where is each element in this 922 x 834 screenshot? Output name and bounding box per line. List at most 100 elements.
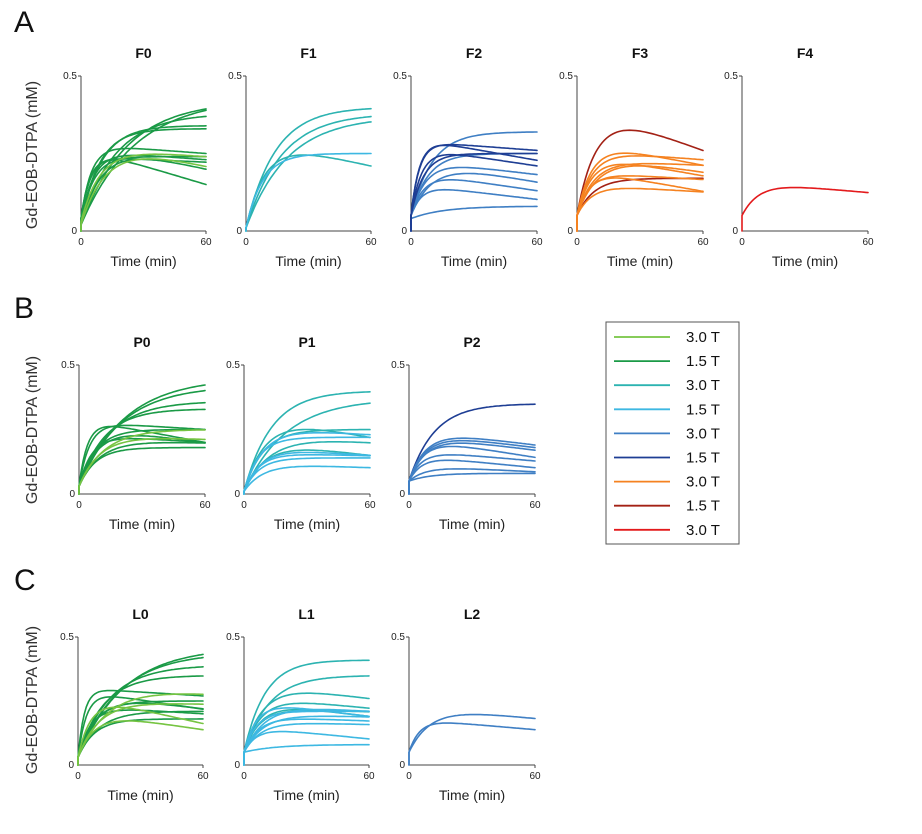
y-axis-label-row-b: Gd-EOB-DTPA (mM) bbox=[24, 356, 41, 504]
curve-f3-1 bbox=[576, 129, 704, 232]
x-tick-label: 0 bbox=[574, 237, 580, 248]
legend-label: 3.0 T bbox=[686, 329, 720, 346]
subplot-p0: P0 0 0.5 0 60 Time (min) bbox=[61, 334, 211, 532]
curve-f1-4 bbox=[245, 154, 372, 232]
x-tick-label: 0 bbox=[76, 500, 82, 511]
y-tick-label: 0 bbox=[71, 226, 77, 237]
x-tick-label: 60 bbox=[363, 771, 375, 782]
x-axis-label: Time (min) bbox=[441, 253, 507, 269]
curve-f3-8 bbox=[576, 187, 704, 232]
y-axis-label-row-c: Gd-EOB-DTPA (mM) bbox=[24, 626, 41, 774]
curve-f1-5 bbox=[245, 152, 372, 232]
curve-f4-1 bbox=[741, 186, 869, 232]
curve-f2-9 bbox=[410, 143, 538, 232]
x-tick-label: 60 bbox=[529, 500, 541, 511]
curve-p2-5 bbox=[408, 445, 536, 495]
curve-l1-3 bbox=[243, 692, 370, 766]
y-tick-label: 0.5 bbox=[226, 360, 240, 371]
x-tick-label: 60 bbox=[529, 771, 541, 782]
curve-f3-4 bbox=[576, 155, 704, 232]
subplot-title-l0: L0 bbox=[132, 606, 149, 622]
x-tick-label: 60 bbox=[697, 237, 709, 248]
curve-p2-7 bbox=[408, 459, 536, 495]
curve-f2-7 bbox=[410, 172, 538, 232]
curve-p1-10 bbox=[243, 457, 371, 495]
curve-p1-1 bbox=[243, 391, 371, 495]
curve-l1-11 bbox=[243, 730, 370, 766]
subplot-l2: L2 0 0.5 0 60 Time (min) bbox=[391, 606, 541, 803]
subplot-title-p2: P2 bbox=[463, 334, 480, 350]
curve-l2-1 bbox=[408, 713, 536, 766]
x-axis-label: Time (min) bbox=[274, 516, 340, 532]
subplot-title-f4: F4 bbox=[797, 45, 814, 61]
x-axis-label: Time (min) bbox=[275, 253, 341, 269]
subplot-title-f1: F1 bbox=[300, 45, 317, 61]
legend-entries: 3.0 T 1.5 T 3.0 T 1.5 T 3.0 T 1.5 T 3.0 T 1.5 T… bbox=[614, 329, 720, 539]
curve-p1-11 bbox=[243, 465, 371, 495]
curve-f0-2 bbox=[80, 108, 207, 232]
curve-f2-10 bbox=[410, 152, 538, 232]
curve-l0-14 bbox=[77, 720, 204, 766]
curve-p1-2 bbox=[243, 402, 371, 495]
subplot-f1: F1 0 0.5 0 60 Time (min) bbox=[228, 45, 377, 269]
subplot-f3: F3 0 0.5 0 60 Time (min) bbox=[559, 45, 709, 269]
curve-f0-7 bbox=[80, 147, 207, 232]
subplot-f2: F2 0 0.5 0 60 Time (min) bbox=[393, 45, 543, 269]
panel-letter-a: A bbox=[14, 6, 34, 39]
curve-f3-2 bbox=[576, 177, 704, 232]
x-axis-label: Time (min) bbox=[109, 516, 175, 532]
curve-p2-9 bbox=[408, 472, 536, 495]
curve-f3-10 bbox=[576, 165, 704, 232]
curve-f0-3 bbox=[80, 115, 207, 232]
curve-l1-10 bbox=[243, 722, 370, 766]
curve-p2-6 bbox=[408, 454, 536, 495]
curve-l0-12 bbox=[77, 706, 204, 766]
x-tick-label: 60 bbox=[531, 237, 543, 248]
y-tick-label: 0.5 bbox=[391, 632, 405, 643]
curve-f2-6 bbox=[410, 205, 538, 232]
y-tick-label: 0 bbox=[567, 226, 573, 237]
x-tick-label: 60 bbox=[200, 237, 212, 248]
curve-f2-4 bbox=[410, 179, 538, 232]
x-tick-label: 60 bbox=[364, 500, 376, 511]
curve-p2-2 bbox=[408, 437, 536, 495]
x-tick-label: 0 bbox=[75, 771, 81, 782]
y-tick-label: 0.5 bbox=[391, 360, 405, 371]
subplot-title-f3: F3 bbox=[632, 45, 649, 61]
subplot-l0: L0 0 0.5 0 60 Time (min) bbox=[60, 606, 209, 803]
curve-f3-3 bbox=[576, 152, 704, 232]
curve-f2-5 bbox=[410, 188, 538, 232]
y-axis-label-row-a: Gd-EOB-DTPA (mM) bbox=[24, 81, 41, 229]
curve-f2-3 bbox=[410, 166, 538, 232]
subplot-title-l1: L1 bbox=[298, 606, 315, 622]
subplot-l1: L1 0 0.5 0 60 Time (min) bbox=[226, 606, 375, 803]
curve-p0-5 bbox=[78, 424, 206, 495]
curve-p0-10 bbox=[78, 446, 206, 495]
curve-l1-7 bbox=[243, 707, 370, 766]
curve-f0-1 bbox=[80, 109, 207, 232]
y-tick-label: 0.5 bbox=[63, 71, 77, 82]
x-tick-label: 60 bbox=[862, 237, 874, 248]
curve-p1-9 bbox=[243, 454, 371, 495]
curve-l0-11 bbox=[77, 702, 204, 766]
x-tick-label: 0 bbox=[241, 771, 247, 782]
x-axis-label: Time (min) bbox=[772, 253, 838, 269]
subplot-title-p1: P1 bbox=[298, 334, 315, 350]
x-tick-label: 0 bbox=[406, 771, 412, 782]
curve-l1-1 bbox=[243, 659, 370, 766]
legend-label: 3.0 T bbox=[686, 522, 720, 539]
legend-label: 3.0 T bbox=[686, 377, 720, 394]
x-tick-label: 60 bbox=[197, 771, 209, 782]
y-tick-label: 0 bbox=[68, 760, 74, 771]
curve-l1-12 bbox=[243, 743, 370, 766]
curve-f3-6 bbox=[576, 162, 704, 232]
curve-l1-13 bbox=[243, 708, 370, 766]
curve-f3-9 bbox=[576, 175, 704, 232]
x-axis-label: Time (min) bbox=[439, 516, 505, 532]
curve-f0-11 bbox=[80, 159, 207, 232]
y-tick-label: 0.5 bbox=[228, 71, 242, 82]
subplot-title-f0: F0 bbox=[135, 45, 152, 61]
curve-l0-3 bbox=[77, 666, 204, 766]
y-tick-label: 0 bbox=[401, 226, 407, 237]
